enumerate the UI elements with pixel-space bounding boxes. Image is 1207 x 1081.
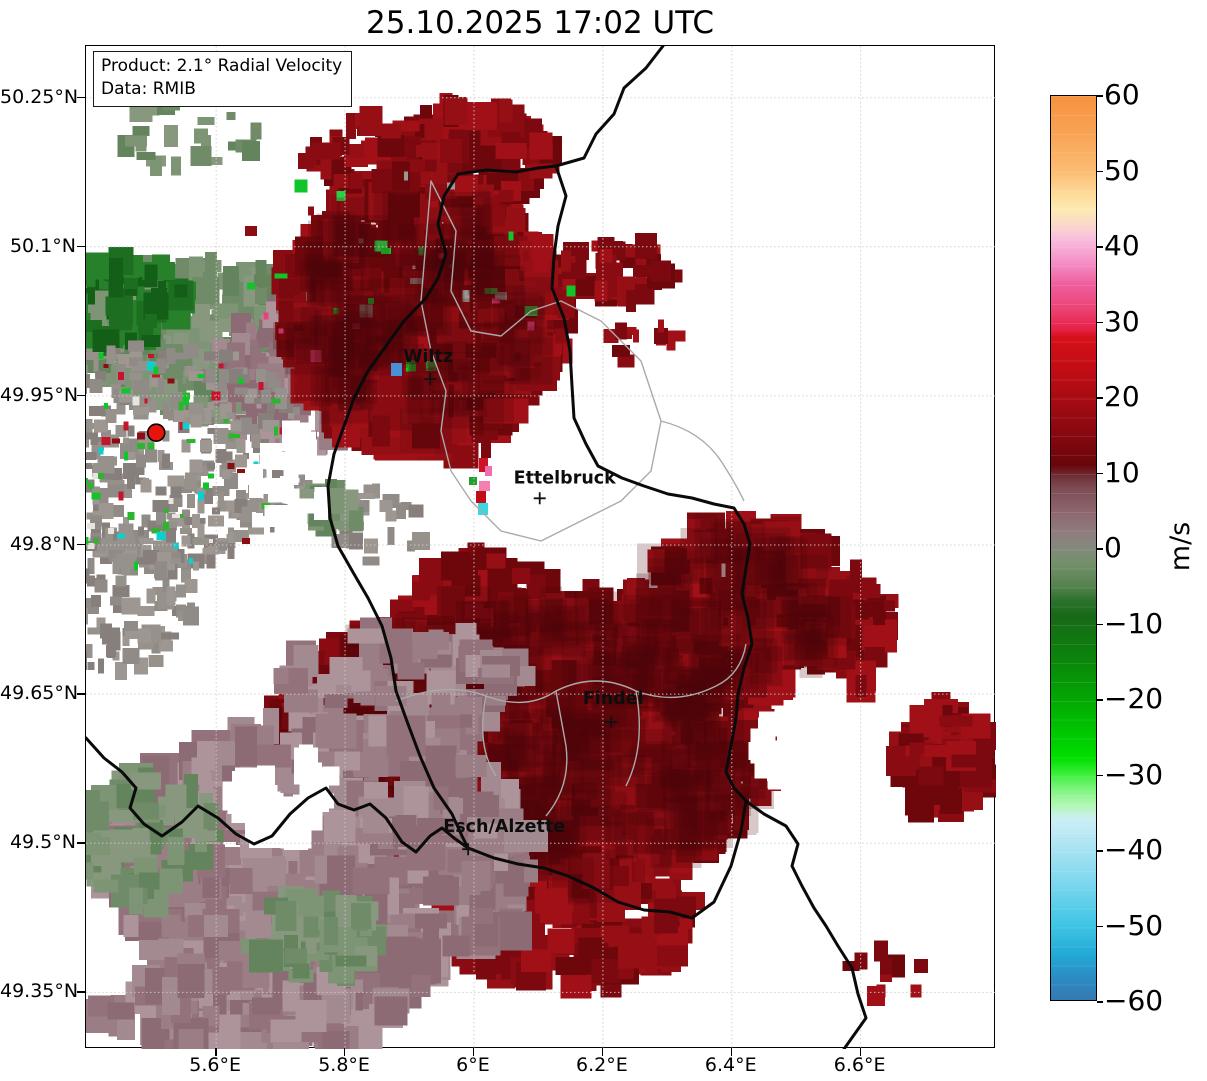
city-label-layer: Wiltz Ettelbruck Findel Esch/Alzette — [403, 347, 644, 856]
radar-site-marker — [146, 423, 166, 442]
x-tick-mark — [601, 1048, 604, 1056]
colorbar-tick-label: 50 — [1104, 153, 1140, 187]
district-border — [660, 420, 745, 502]
gridline-layer — [86, 46, 996, 1049]
colorbar-tick-label: −40 — [1104, 833, 1164, 866]
y-tick-label: 49.35°N — [0, 980, 79, 1003]
colorbar-tick-label: −20 — [1104, 682, 1164, 715]
x-tick-mark — [730, 1048, 733, 1056]
city-marker — [462, 843, 475, 856]
x-tick-label: 6.2°E — [575, 1054, 628, 1076]
x-tick-label: 6.4°E — [704, 1054, 757, 1076]
data-source-label: Data: RMIB — [101, 78, 196, 99]
colorbar-tick-mark — [1097, 472, 1103, 475]
colorbar-tick-mark — [1097, 699, 1103, 701]
country-border-layer — [86, 46, 868, 1049]
y-tick-mark — [77, 544, 85, 546]
colorbar-tick-mark — [1097, 774, 1103, 777]
city-marker — [533, 492, 546, 505]
y-tick-mark — [77, 394, 85, 397]
colorbar-tick-mark — [1097, 246, 1103, 248]
colorbar-tick-mark — [1097, 397, 1103, 399]
x-tick-mark — [859, 1048, 862, 1056]
y-tick-mark — [77, 842, 85, 844]
colorbar-tick-label: 60 — [1104, 78, 1140, 111]
x-tick-label: 5.6°E — [189, 1054, 242, 1076]
product-info-box: Product: 2.1° Radial Velocity Data: RMIB — [93, 51, 353, 107]
district-border-layer — [395, 180, 747, 817]
district-border — [420, 180, 662, 542]
colorbar-tick-mark — [1097, 170, 1103, 173]
colorbar — [1050, 95, 1097, 1001]
y-tick-mark — [77, 991, 85, 993]
district-border — [482, 695, 497, 777]
colorbar-tick-mark — [1097, 95, 1103, 97]
y-tick-label: 50.25°N — [0, 85, 79, 108]
radar-map-canvas: Wiltz Ettelbruck Findel Esch/Alzette — [86, 46, 996, 1049]
x-tick-mark — [472, 1048, 475, 1056]
colorbar-tick-mark — [1097, 850, 1103, 852]
colorbar-tick-label: −30 — [1104, 757, 1164, 791]
colorbar-tick-label: 40 — [1104, 229, 1140, 262]
colorbar-tick-label: −50 — [1104, 908, 1164, 942]
blue-speck-wiltz — [391, 363, 402, 376]
y-tick-mark — [77, 96, 85, 99]
city-marker — [424, 373, 437, 386]
y-tick-label: 50.1°N — [9, 234, 76, 257]
radar-echo-layer — [86, 86, 996, 1049]
city-label: Esch/Alzette — [443, 817, 565, 837]
colorbar-tick-label: 10 — [1104, 455, 1140, 489]
colorbar-tick-mark — [1097, 1001, 1103, 1003]
x-tick-label: 5.8°E — [318, 1054, 370, 1076]
colorbar-tick-label: 20 — [1104, 380, 1140, 413]
product-label: Product: 2.1° Radial Velocity — [101, 56, 343, 76]
colorbar-tick-label: 0 — [1104, 531, 1122, 564]
map-plot: Wiltz Ettelbruck Findel Esch/Alzette Produc… — [85, 45, 996, 1049]
colorbar-tick-mark — [1097, 548, 1103, 550]
country-border-fr-be — [86, 736, 470, 854]
y-tick-mark — [77, 245, 85, 248]
colorbar-unit-label: m/s — [1165, 521, 1197, 572]
city-label: Wiltz — [403, 347, 453, 367]
colorbar-tick-label: 30 — [1104, 304, 1140, 338]
district-border — [395, 643, 747, 704]
x-tick-label: 6.6°E — [833, 1054, 886, 1076]
x-tick-label: 6°E — [456, 1054, 490, 1076]
colorbar-tick-mark — [1097, 925, 1103, 928]
country-border-ne — [456, 46, 665, 176]
colorbar-tick-mark — [1097, 321, 1103, 324]
y-tick-mark — [77, 693, 85, 695]
y-tick-label: 49.8°N — [9, 533, 76, 555]
aliased-velocity-streak — [391, 363, 492, 515]
y-tick-label: 49.95°N — [0, 383, 79, 406]
x-tick-mark — [344, 1048, 346, 1056]
figure-title: 25.10.2025 17:02 UTC — [366, 5, 714, 41]
country-border-se — [744, 799, 868, 1049]
colorbar-tick-label: −60 — [1104, 984, 1164, 1017]
y-tick-label: 49.5°N — [9, 831, 76, 854]
country-border-south — [466, 799, 748, 920]
y-tick-label: 49.65°N — [0, 682, 79, 705]
x-tick-mark — [215, 1048, 217, 1056]
country-border-east — [550, 164, 754, 803]
colorbar-tick-mark — [1097, 623, 1103, 626]
city-marker — [605, 715, 618, 728]
district-border — [545, 690, 568, 817]
city-label: Ettelbruck — [514, 468, 617, 488]
colorbar-tick-label: −10 — [1104, 606, 1164, 640]
country-border-west — [326, 172, 470, 850]
city-label: Findel — [583, 689, 644, 709]
district-border — [625, 690, 640, 787]
